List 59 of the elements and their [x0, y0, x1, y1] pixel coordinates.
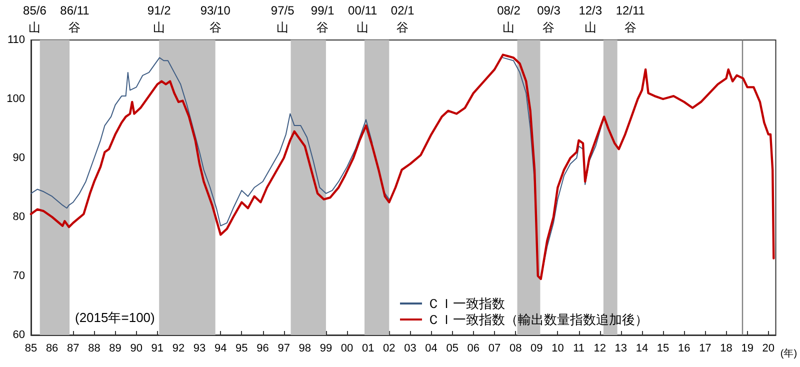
x-tick-label: 11: [573, 342, 584, 354]
x-tick-label: 85: [24, 342, 38, 354]
x-tick-label: 12: [594, 342, 606, 354]
x-tick-label: 00: [340, 342, 354, 354]
text: 91/2 山: [147, 4, 172, 34]
x-tick-label: 08: [509, 342, 522, 354]
x-tick-label: 91: [151, 342, 164, 354]
x-tick-label: 03: [404, 342, 416, 354]
x-tick-label: 17: [699, 342, 712, 354]
text: 02/1 谷: [390, 4, 415, 34]
legend-label: ＣＩ一致指数: [427, 296, 505, 311]
y-tick-label: 90: [12, 152, 25, 164]
x-tick-label: 94: [214, 342, 227, 354]
text: 93/10 谷: [200, 4, 231, 34]
text: 86/11 谷: [60, 4, 90, 34]
text: 97/5 山: [270, 4, 295, 34]
text: 85/6 山: [23, 4, 47, 34]
x-tick-label: 04: [425, 342, 438, 354]
x-tick-label: 92: [172, 342, 185, 354]
x-tick-label: 14: [636, 342, 648, 354]
x-tick-label: 16: [678, 342, 690, 354]
x-tick-label: 06: [467, 342, 480, 354]
text: 12/3 山: [578, 4, 602, 34]
text: 99/1 谷: [310, 4, 335, 34]
x-tick-label: 18: [720, 342, 732, 354]
x-tick-label: 05: [446, 342, 458, 354]
x-tick-label: 93: [193, 342, 206, 354]
x-tick-label: 07: [488, 342, 501, 354]
y-tick-label: 100: [6, 93, 25, 105]
x-tick-label: 97: [278, 342, 290, 354]
x-tick-label: 10: [552, 342, 564, 354]
x-tick-label: 99: [320, 342, 332, 354]
line-series: [30, 54, 775, 280]
x-axis-title: (年): [780, 348, 798, 360]
x-tick-label: 95: [236, 342, 248, 354]
x-tick-label: 19: [741, 342, 754, 354]
legend-label: ＣＩ一致指数（輸出数量指数追加後）: [427, 312, 648, 327]
text: 12/11 谷: [616, 4, 646, 34]
annotation: (2015年=100): [75, 310, 155, 325]
x-tick-label: 13: [614, 342, 628, 354]
y-tick-label: 70: [12, 270, 25, 282]
x-tick-label: 98: [298, 342, 312, 354]
x-tick-label: 89: [109, 342, 122, 354]
text: 00/11 山: [348, 4, 378, 34]
x-tick-label: 02: [383, 342, 396, 354]
text: 09/3 谷: [537, 4, 561, 34]
text: 08/2 山: [497, 4, 521, 34]
y-tick-label: 80: [12, 211, 25, 223]
y-tick-label: 60: [12, 329, 25, 341]
x-tick-label: 20: [762, 342, 775, 354]
x-tick-label: 90: [130, 342, 142, 354]
x-tick-label: 88: [88, 342, 100, 354]
x-tick-label: 96: [256, 342, 269, 354]
x-tick-label: 87: [67, 342, 80, 354]
x-tick-label: 09: [530, 342, 543, 354]
x-tick-label: 01: [362, 342, 374, 354]
x-tick-label: 15: [656, 342, 670, 354]
y-tick-label: 110: [7, 34, 25, 46]
x-tick-label: 86: [46, 342, 58, 354]
